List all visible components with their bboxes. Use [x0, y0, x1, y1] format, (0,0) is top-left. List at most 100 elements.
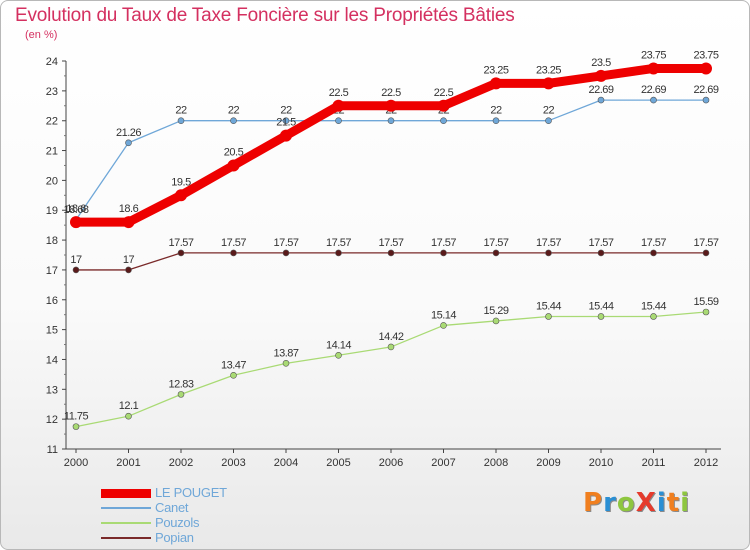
y-tick-label: 14: [46, 354, 58, 366]
data-point: [597, 249, 605, 257]
logo-letter: r: [603, 488, 617, 518]
legend-item: Canet: [101, 500, 301, 515]
data-point: [387, 117, 395, 124]
data-point: [650, 249, 657, 257]
x-tick-label: 2002: [169, 457, 193, 469]
data-label: 23.5: [591, 57, 611, 69]
data-label: 22.69: [693, 84, 718, 96]
data-label: 15.29: [483, 305, 508, 317]
data-label: 22.5: [329, 87, 349, 99]
x-tick-label: 2006: [379, 457, 403, 469]
logo-letter: X: [635, 488, 657, 518]
data-point: [282, 117, 290, 124]
legend-label: Popian: [155, 530, 194, 545]
data-label: 22: [228, 105, 240, 117]
legend-swatch: [101, 488, 151, 498]
y-tick-label: 23: [46, 86, 58, 98]
data-label: 18.6: [119, 203, 139, 215]
y-tick-label: 19: [46, 205, 58, 217]
data-label: 17.57: [168, 237, 193, 249]
data-label: 11.75: [64, 411, 89, 423]
data-point: [230, 249, 237, 257]
y-tick-label: 21: [46, 146, 58, 158]
data-point: [335, 117, 342, 124]
legend-label: Pouzols: [155, 515, 200, 530]
data-label: 22: [490, 105, 502, 117]
logo-letter: o: [616, 488, 636, 518]
data-label: 15.44: [641, 300, 666, 312]
data-point: [175, 189, 187, 202]
y-tick-label: 20: [46, 175, 58, 187]
data-point: [440, 322, 447, 329]
data-point: [492, 317, 500, 325]
legend-item: Pouzols: [101, 515, 301, 530]
x-tick-label: 2004: [274, 457, 298, 469]
legend-label: Canet: [155, 500, 189, 515]
data-point: [702, 96, 710, 104]
legend-swatch: [101, 507, 151, 509]
data-point: [387, 249, 395, 257]
data-point: [332, 99, 345, 112]
data-label: 12.1: [119, 400, 139, 412]
data-label: 23.25: [536, 64, 561, 76]
data-label: 15.59: [693, 296, 718, 308]
data-point: [492, 117, 500, 124]
data-point: [650, 313, 657, 320]
data-point: [545, 117, 552, 124]
data-label: 14.42: [378, 331, 403, 343]
data-point: [282, 249, 290, 257]
legend-swatch: [101, 537, 151, 539]
data-label: 17.57: [641, 237, 666, 249]
data-label: 17.57: [431, 237, 456, 249]
legend-label: LE POUGET: [155, 485, 227, 500]
data-label: 17.57: [483, 237, 508, 249]
data-label: 23.75: [693, 49, 718, 61]
data-point: [702, 308, 710, 316]
data-label: 22: [543, 105, 555, 117]
data-label: 15.14: [431, 309, 456, 321]
x-tick-label: 2001: [116, 457, 140, 469]
data-point: [545, 313, 552, 320]
y-tick-label: 16: [46, 295, 58, 307]
data-label: 13.47: [221, 359, 246, 371]
data-label: 23.75: [641, 49, 666, 61]
data-point: [647, 62, 660, 75]
series-popian: 17 17 17.57 17.57 17.57 17.57 17.57 17.57 17.57 1…: [70, 237, 719, 274]
legend-item: LE POUGET: [101, 485, 301, 500]
legend-item: Popian: [101, 530, 301, 545]
data-point: [335, 249, 342, 257]
data-label: 12.83: [168, 378, 193, 390]
data-point: [227, 159, 240, 172]
data-label: 13.87: [273, 347, 298, 359]
data-point: [125, 139, 132, 147]
data-label: 15.44: [588, 300, 613, 312]
data-point: [700, 62, 712, 75]
x-tick-label: 2012: [694, 457, 718, 469]
series-pouzols: 11.75 12.1 12.83 13.47 13.87 14.14 14.42 15.14 1…: [64, 296, 719, 430]
x-tick-label: 2011: [642, 457, 666, 469]
data-point: [490, 77, 502, 90]
x-tick-label: 2007: [431, 457, 455, 469]
data-label: 22: [280, 105, 292, 117]
data-label: 21.5: [276, 117, 296, 129]
logo-letter: P: [583, 488, 604, 518]
data-label: 18.68: [63, 204, 88, 216]
data-label: 17.57: [273, 237, 298, 249]
proxiti-logo: ProXiti: [583, 488, 690, 518]
data-point: [595, 69, 607, 82]
data-point: [72, 266, 80, 274]
data-label: 18.6: [66, 203, 86, 215]
logo-letter: i: [680, 488, 691, 518]
data-point: [650, 96, 657, 104]
data-label: 22.69: [641, 84, 666, 96]
chart-legend: LE POUGET Canet Pouzols Popian: [101, 485, 301, 545]
x-tick-label: 2010: [589, 457, 613, 469]
data-label: 22.5: [434, 87, 454, 99]
data-point: [280, 129, 292, 142]
data-point: [597, 96, 605, 104]
data-point: [335, 351, 342, 359]
y-tick-label: 17: [46, 265, 58, 277]
data-label: 17.57: [326, 237, 351, 249]
data-point: [70, 216, 82, 229]
